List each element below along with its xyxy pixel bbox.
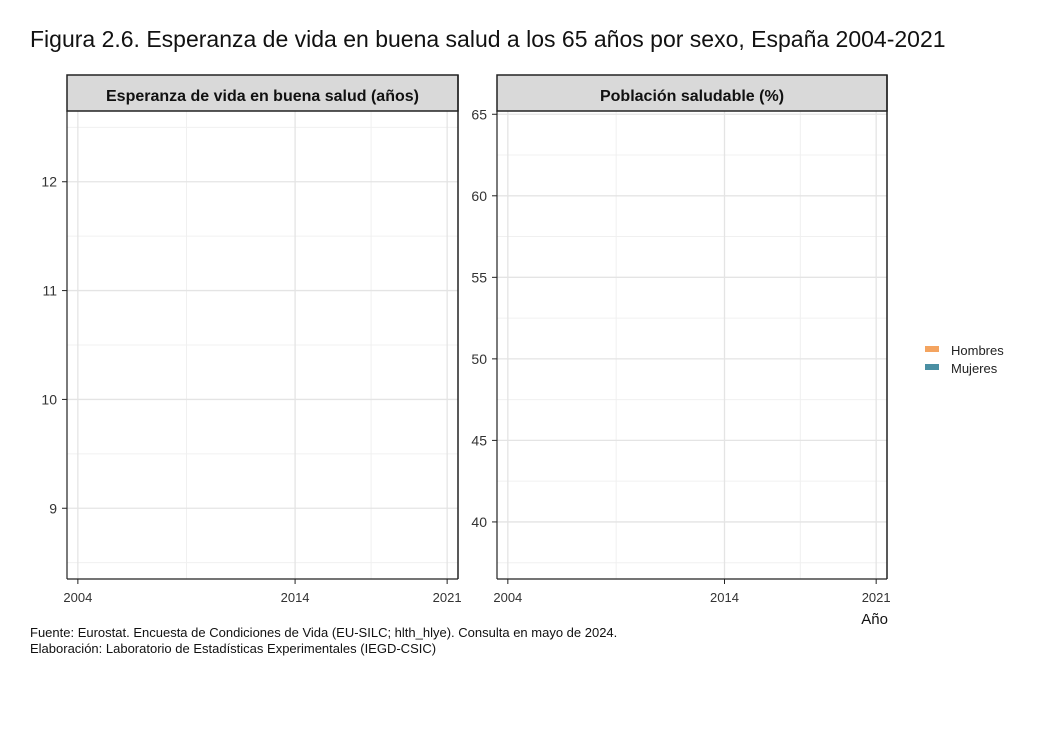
x-tick-label: 2021 xyxy=(433,590,462,605)
x-tick-label: 2021 xyxy=(862,590,891,605)
y-tick-label: 10 xyxy=(41,391,57,407)
y-tick-label: 60 xyxy=(471,188,487,204)
x-tick-label: 2014 xyxy=(710,590,739,605)
caption-source: Fuente: Eurostat. Encuesta de Condicione… xyxy=(30,625,618,640)
legend-label-mujeres: Mujeres xyxy=(951,361,998,376)
panel-2: Población saludable (%) 40 45 50 55 60 65 2004 2… xyxy=(471,74,891,605)
figure-title: Figura 2.6. Esperanza de vida en buena s… xyxy=(30,26,946,52)
panel-1: Esperanza de vida en buena salud (años) 9… xyxy=(41,74,462,605)
x-tick-label: 2014 xyxy=(281,590,310,605)
y-tick-label: 40 xyxy=(471,514,487,530)
x-tick-label: 2004 xyxy=(493,590,522,605)
panel-strip xyxy=(66,74,459,112)
y-tick-label: 50 xyxy=(471,351,487,367)
legend-key-mujeres xyxy=(925,364,939,370)
x-axis-title: Año xyxy=(861,611,888,628)
x-tick-label: 2004 xyxy=(63,590,92,605)
panel-strip xyxy=(496,74,888,112)
panel-title: Esperanza de vida en buena salud (años) xyxy=(106,88,419,105)
legend-label-hombres: Hombres xyxy=(951,343,1004,358)
y-tick-label: 45 xyxy=(471,432,487,448)
legend: Hombres Mujeres xyxy=(925,343,1004,376)
y-tick-label: 9 xyxy=(49,500,57,516)
y-tick-label: 12 xyxy=(41,174,57,190)
y-tick-label: 55 xyxy=(471,269,487,285)
caption: Fuente: Eurostat. Encuesta de Condicione… xyxy=(30,625,617,657)
y-tick-label: 65 xyxy=(471,106,487,122)
caption-elaboration: Elaboración: Laboratorio de Estadísticas… xyxy=(30,641,437,656)
x-axis-title-text: Año xyxy=(861,611,888,628)
panel-title: Población saludable (%) xyxy=(600,88,784,105)
y-tick-label: 11 xyxy=(42,283,57,299)
legend-key-hombres xyxy=(925,346,939,352)
